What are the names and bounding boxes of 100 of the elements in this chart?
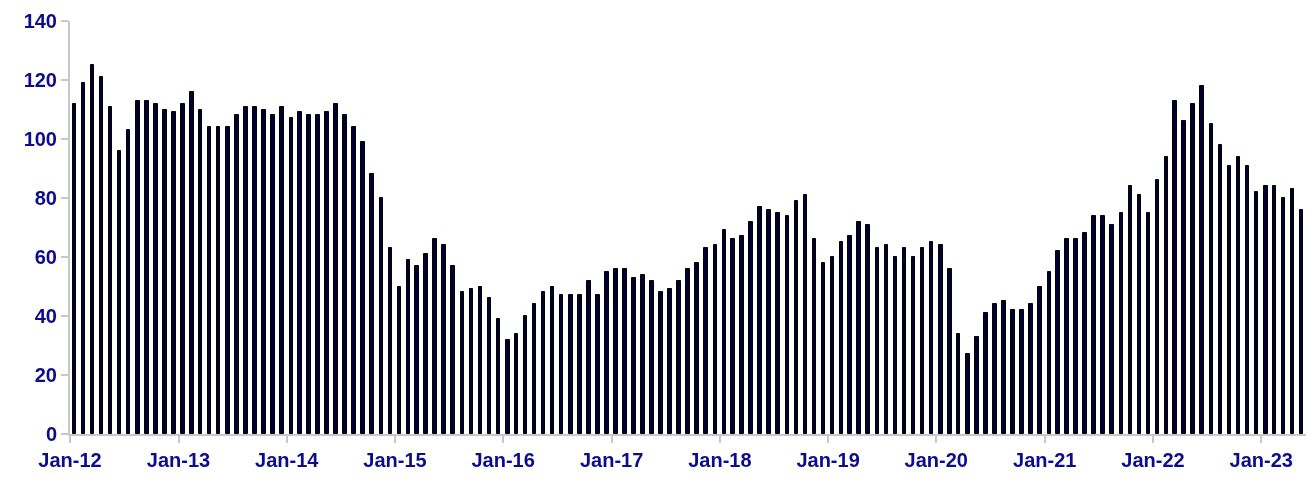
bar [929,241,933,434]
bar [1100,215,1105,434]
bar [649,280,654,434]
bar [884,244,888,434]
bar [306,114,311,434]
bar [992,303,997,434]
bar [1245,165,1249,434]
bar [875,247,879,434]
bar [865,224,870,434]
bar [487,297,491,434]
bar [622,268,627,434]
bar [523,315,527,434]
bar [920,247,924,434]
bar [360,141,365,434]
bar [1047,271,1051,434]
bar [1019,309,1024,434]
bar [153,103,158,434]
bar [631,277,636,434]
bar [1272,185,1276,434]
bar [893,256,897,434]
bar [1137,194,1141,434]
bar [478,286,482,434]
bar [1146,212,1150,434]
bar [613,268,618,434]
bar [1037,286,1042,434]
bar [379,197,383,434]
bar [1209,123,1213,434]
bar [713,244,717,434]
x-tick-label: Jan-18 [688,449,752,471]
bar [694,262,699,434]
x-tick-label: Jan-12 [38,449,102,471]
bar [730,238,735,434]
bar [234,114,239,434]
bar [397,286,401,434]
bar [757,206,762,434]
x-tick-label: Jan-17 [579,449,644,471]
bar [1290,188,1294,434]
bar [90,64,94,434]
bar [794,200,798,434]
bar [1091,215,1096,434]
bar [388,247,392,434]
bar [803,194,807,434]
x-tick-label: Jan-22 [1121,449,1185,471]
bar [423,253,428,434]
x-tick-label: Jan-23 [1229,449,1293,471]
bar [99,76,103,434]
bar [766,209,771,434]
bar [1064,238,1069,434]
x-tick-label: Jan-13 [146,449,211,471]
bar [496,318,500,434]
bar [432,238,437,434]
bar [108,106,112,434]
bar [441,244,446,434]
bar [1254,191,1258,434]
bar [1082,232,1087,434]
bar [505,339,510,434]
bar [117,150,121,434]
bar [162,109,167,434]
bar [1055,250,1060,434]
bar [342,114,347,434]
bar [1128,185,1132,434]
bar [81,82,85,434]
bar [1199,85,1204,434]
x-tick-label: Jan-14 [255,449,320,471]
bar [577,294,582,434]
y-tick-label: 20 [34,364,57,386]
bar [911,256,915,434]
bar [812,238,816,434]
bar [640,274,645,434]
bar [1010,309,1015,434]
bar [722,229,726,434]
x-tick-label: Jan-20 [904,449,968,471]
bar [821,262,825,434]
bar [1299,209,1303,434]
bar [469,288,473,434]
bar [171,111,176,434]
bar [514,333,518,434]
bar [406,259,410,434]
bar [532,303,536,434]
x-tick-label: Jan-21 [1013,449,1077,471]
bar [144,100,149,434]
bar [270,114,275,434]
bar [703,247,708,434]
y-tick-label: 80 [34,187,57,209]
bar [938,244,943,434]
bar [1028,303,1033,434]
bar [216,126,220,434]
bar [974,336,979,434]
bar [1263,185,1268,434]
x-tick-label: Jan-16 [471,449,535,471]
bar [658,291,663,434]
bar [207,126,211,434]
x-tick-label: Jan-19 [796,449,860,471]
bar [1218,144,1222,434]
bar [604,271,609,434]
bar [414,265,419,434]
bar [279,106,284,434]
bar [856,221,861,434]
bar [180,103,185,434]
bar [830,256,834,434]
